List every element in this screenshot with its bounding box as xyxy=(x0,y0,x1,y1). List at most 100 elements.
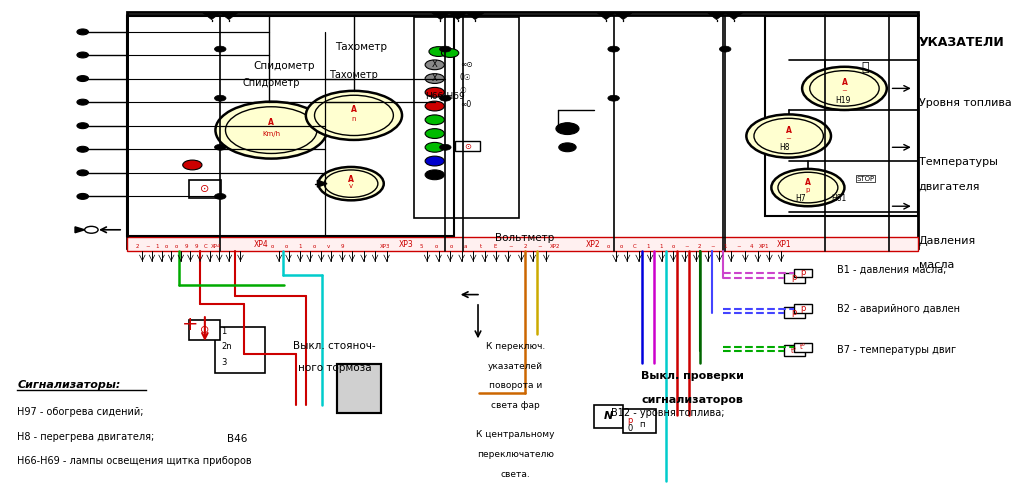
Text: 1: 1 xyxy=(155,244,159,249)
Text: 0☉: 0☉ xyxy=(460,73,472,82)
Circle shape xyxy=(214,193,226,199)
Circle shape xyxy=(77,146,89,152)
Circle shape xyxy=(608,46,620,52)
Text: А: А xyxy=(786,126,792,135)
Circle shape xyxy=(746,114,830,158)
Circle shape xyxy=(324,170,378,197)
Text: 3: 3 xyxy=(221,358,226,367)
Circle shape xyxy=(719,46,731,52)
Circle shape xyxy=(439,46,451,52)
Text: А: А xyxy=(348,175,354,184)
Text: o: o xyxy=(607,244,610,249)
Circle shape xyxy=(556,123,579,135)
Text: 1: 1 xyxy=(299,244,303,249)
Text: Тахометр: Тахометр xyxy=(329,70,378,80)
Text: Температуры: Температуры xyxy=(918,157,998,167)
Circle shape xyxy=(77,170,89,176)
Text: t°: t° xyxy=(800,344,806,350)
Text: ~: ~ xyxy=(684,244,689,249)
Polygon shape xyxy=(708,13,726,20)
Polygon shape xyxy=(203,13,220,20)
Text: +: + xyxy=(182,315,199,333)
Text: o: o xyxy=(621,244,624,249)
Circle shape xyxy=(441,49,459,57)
Text: X: X xyxy=(432,60,437,69)
Text: Спидометр: Спидометр xyxy=(243,79,300,88)
Text: Н66-Н69: Н66-Н69 xyxy=(426,92,466,101)
Bar xyxy=(127,237,917,251)
Bar xyxy=(336,364,381,413)
Circle shape xyxy=(425,142,444,152)
Text: 1: 1 xyxy=(221,327,226,336)
Text: ~: ~ xyxy=(786,136,792,142)
Circle shape xyxy=(225,107,317,154)
Bar xyxy=(215,327,266,373)
Circle shape xyxy=(214,95,226,101)
Circle shape xyxy=(802,67,887,110)
Circle shape xyxy=(77,52,89,58)
Text: В7 - температуры двиг: В7 - температуры двиг xyxy=(837,345,956,355)
Text: p: p xyxy=(806,188,810,193)
Circle shape xyxy=(439,144,451,150)
Bar xyxy=(784,307,805,318)
Text: N: N xyxy=(604,411,613,421)
Text: А: А xyxy=(805,178,811,188)
Polygon shape xyxy=(467,13,484,20)
Text: H8: H8 xyxy=(780,143,790,152)
Text: 2n: 2n xyxy=(221,342,232,351)
Text: света фар: света фар xyxy=(491,401,540,410)
Polygon shape xyxy=(432,13,449,20)
Text: ⊙: ⊙ xyxy=(464,142,471,151)
Circle shape xyxy=(77,29,89,35)
Text: А: А xyxy=(842,79,848,87)
Text: Выкл. проверки: Выкл. проверки xyxy=(641,371,744,381)
Circle shape xyxy=(608,95,620,101)
Polygon shape xyxy=(220,13,237,20)
Text: Н66-Н69 - лампы освещения щитка приборов: Н66-Н69 - лампы освещения щитка приборов xyxy=(17,457,252,466)
Text: Выкл. стояноч-: Выкл. стояноч- xyxy=(293,341,376,351)
Circle shape xyxy=(425,129,444,138)
Text: p: p xyxy=(800,304,806,313)
Text: сигнализаторов: сигнализаторов xyxy=(642,395,744,405)
Text: 2: 2 xyxy=(136,244,140,249)
Text: 2: 2 xyxy=(524,244,527,249)
Text: В2 - аварийного давлен: В2 - аварийного давлен xyxy=(837,304,960,314)
Text: В1 - давления масла;: В1 - давления масла; xyxy=(837,265,946,275)
Text: o: o xyxy=(165,244,168,249)
Circle shape xyxy=(77,99,89,105)
Bar xyxy=(784,345,805,356)
Text: С: С xyxy=(204,244,208,249)
Circle shape xyxy=(425,101,444,111)
Text: п: п xyxy=(640,420,645,429)
Text: a: a xyxy=(464,244,468,249)
Circle shape xyxy=(429,47,448,56)
Circle shape xyxy=(215,102,327,159)
Text: К центральному: К центральному xyxy=(476,431,554,439)
Circle shape xyxy=(425,156,444,166)
Polygon shape xyxy=(75,227,85,233)
Text: А: А xyxy=(351,105,357,114)
Text: ~: ~ xyxy=(538,244,542,249)
Text: Km/h: Km/h xyxy=(262,132,280,137)
Text: v: v xyxy=(348,183,354,189)
Text: Тахометр: Тахометр xyxy=(334,42,386,52)
Text: УКАЗАТЕЛИ: УКАЗАТЕЛИ xyxy=(918,36,1005,49)
Bar xyxy=(764,16,917,216)
Text: ⛽: ⛽ xyxy=(862,61,869,74)
Circle shape xyxy=(77,123,89,129)
Circle shape xyxy=(425,60,444,70)
Bar xyxy=(795,343,812,352)
Circle shape xyxy=(85,226,98,233)
Text: А: А xyxy=(268,118,274,128)
Text: ~: ~ xyxy=(842,88,848,95)
Bar xyxy=(594,405,624,428)
Text: o: o xyxy=(313,244,316,249)
Circle shape xyxy=(754,118,823,154)
Bar xyxy=(454,141,480,151)
Text: 1: 1 xyxy=(723,244,728,249)
Text: К переключ.: К переключ. xyxy=(486,342,545,351)
Text: o: o xyxy=(672,244,676,249)
Text: o: o xyxy=(270,244,274,249)
Polygon shape xyxy=(317,180,327,187)
Circle shape xyxy=(315,95,393,136)
